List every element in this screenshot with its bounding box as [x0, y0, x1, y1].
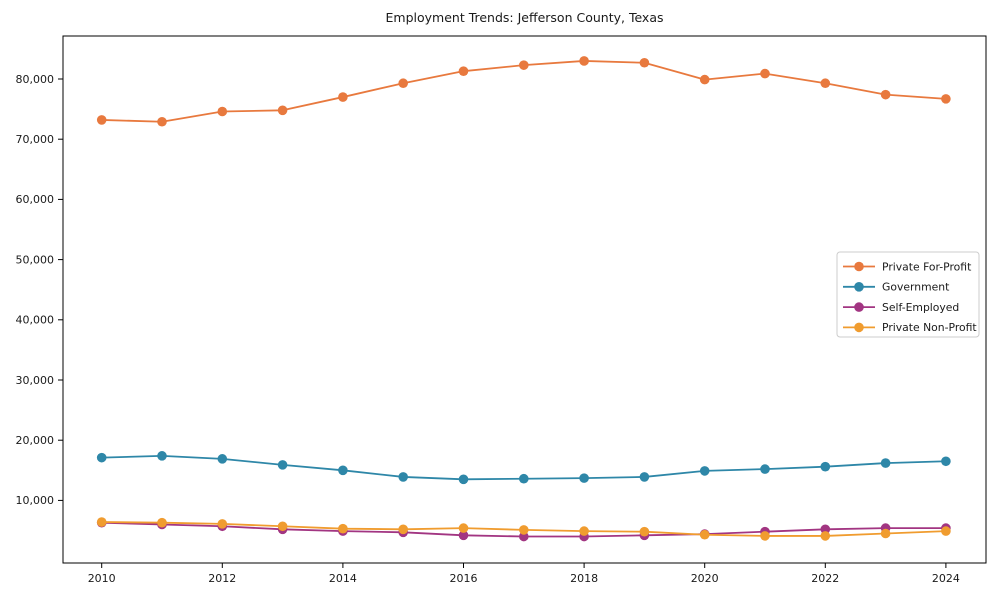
series-marker-private-non-profit: [519, 525, 529, 535]
series-marker-private-for-profit: [277, 105, 288, 116]
series-marker-self-employed: [820, 524, 831, 535]
legend-swatch-marker: [854, 322, 864, 333]
legend-label: Private Non-Profit: [882, 321, 977, 334]
x-tick-label: 2012: [208, 572, 236, 585]
legend-box: [836, 251, 980, 338]
series-marker-private-for-profit: [338, 92, 348, 102]
series-marker-private-non-profit: [699, 529, 710, 540]
series-marker-government: [579, 473, 589, 483]
legend-label: Self-Employed: [882, 301, 959, 314]
y-tick-label: 40,000: [16, 314, 55, 327]
series-marker-private-non-profit: [217, 519, 228, 529]
x-tick-label: 2020: [691, 572, 719, 585]
series-marker-government: [96, 452, 107, 463]
y-tick-label: 20,000: [16, 434, 55, 447]
series-marker-government: [458, 474, 469, 485]
series-marker-private-non-profit: [760, 531, 770, 541]
y-tick-label: 30,000: [16, 374, 55, 387]
series-marker-government: [157, 451, 167, 461]
x-tick-label: 2016: [450, 572, 478, 585]
series-marker-private-non-profit: [157, 517, 167, 528]
series-marker-private-for-profit: [880, 89, 891, 100]
x-tick-label: 2010: [88, 572, 116, 585]
series-marker-private-non-profit: [579, 526, 589, 536]
series-marker-private-for-profit: [639, 57, 650, 68]
series-marker-government: [217, 454, 228, 464]
series-marker-government: [639, 472, 650, 482]
series-marker-private-for-profit: [96, 115, 107, 125]
series-marker-government: [338, 465, 348, 476]
x-tick-label: 2014: [329, 572, 357, 585]
legend-label: Private For-Profit: [882, 260, 971, 273]
series-marker-private-for-profit: [699, 74, 710, 85]
chart-title: Employment Trends: Jefferson County, Tex…: [385, 10, 664, 25]
legend-swatch-marker: [854, 261, 864, 272]
x-tick-label: 2024: [932, 572, 960, 585]
series-marker-government: [760, 464, 770, 474]
y-tick-label: 80,000: [16, 73, 55, 86]
series-marker-private-non-profit: [338, 523, 348, 534]
x-tick-label: 2018: [570, 572, 598, 585]
series-marker-government: [880, 458, 891, 468]
series-marker-government: [277, 460, 288, 470]
series-marker-government: [941, 456, 951, 467]
legend-swatch-marker: [854, 302, 864, 312]
series-marker-government: [398, 472, 409, 482]
series-marker-private-for-profit: [458, 66, 469, 76]
series-marker-private-non-profit: [941, 526, 951, 536]
series-marker-private-non-profit: [398, 524, 409, 535]
series-marker-private-for-profit: [519, 60, 529, 70]
series-marker-private-for-profit: [760, 68, 770, 79]
series-marker-self-employed: [458, 530, 469, 541]
series-marker-private-non-profit: [96, 517, 107, 527]
series-marker-private-for-profit: [820, 78, 831, 89]
series-marker-private-non-profit: [820, 531, 831, 541]
y-tick-label: 50,000: [16, 253, 55, 266]
series-marker-self-employed: [519, 531, 529, 542]
y-tick-label: 10,000: [16, 494, 55, 507]
series-marker-private-non-profit: [880, 528, 891, 539]
series-marker-government: [820, 461, 831, 472]
series-marker-private-for-profit: [157, 116, 167, 127]
series-marker-government: [519, 473, 529, 484]
legend-label: Government: [882, 281, 949, 294]
legend-swatch-marker: [854, 282, 864, 292]
series-marker-private-non-profit: [458, 523, 469, 533]
y-tick-label: 60,000: [16, 193, 55, 206]
y-tick-label: 70,000: [16, 133, 55, 146]
x-tick-label: 2022: [811, 572, 839, 585]
series-marker-government: [699, 466, 710, 476]
series-marker-private-for-profit: [579, 56, 589, 66]
series-marker-private-for-profit: [941, 94, 951, 104]
plot-frame: [62, 35, 987, 564]
series-line-private-for-profit: [101, 60, 946, 123]
series-marker-private-for-profit: [217, 106, 228, 117]
series-marker-private-for-profit: [398, 78, 409, 89]
series-marker-private-non-profit: [639, 526, 650, 537]
series-marker-private-non-profit: [277, 521, 288, 532]
